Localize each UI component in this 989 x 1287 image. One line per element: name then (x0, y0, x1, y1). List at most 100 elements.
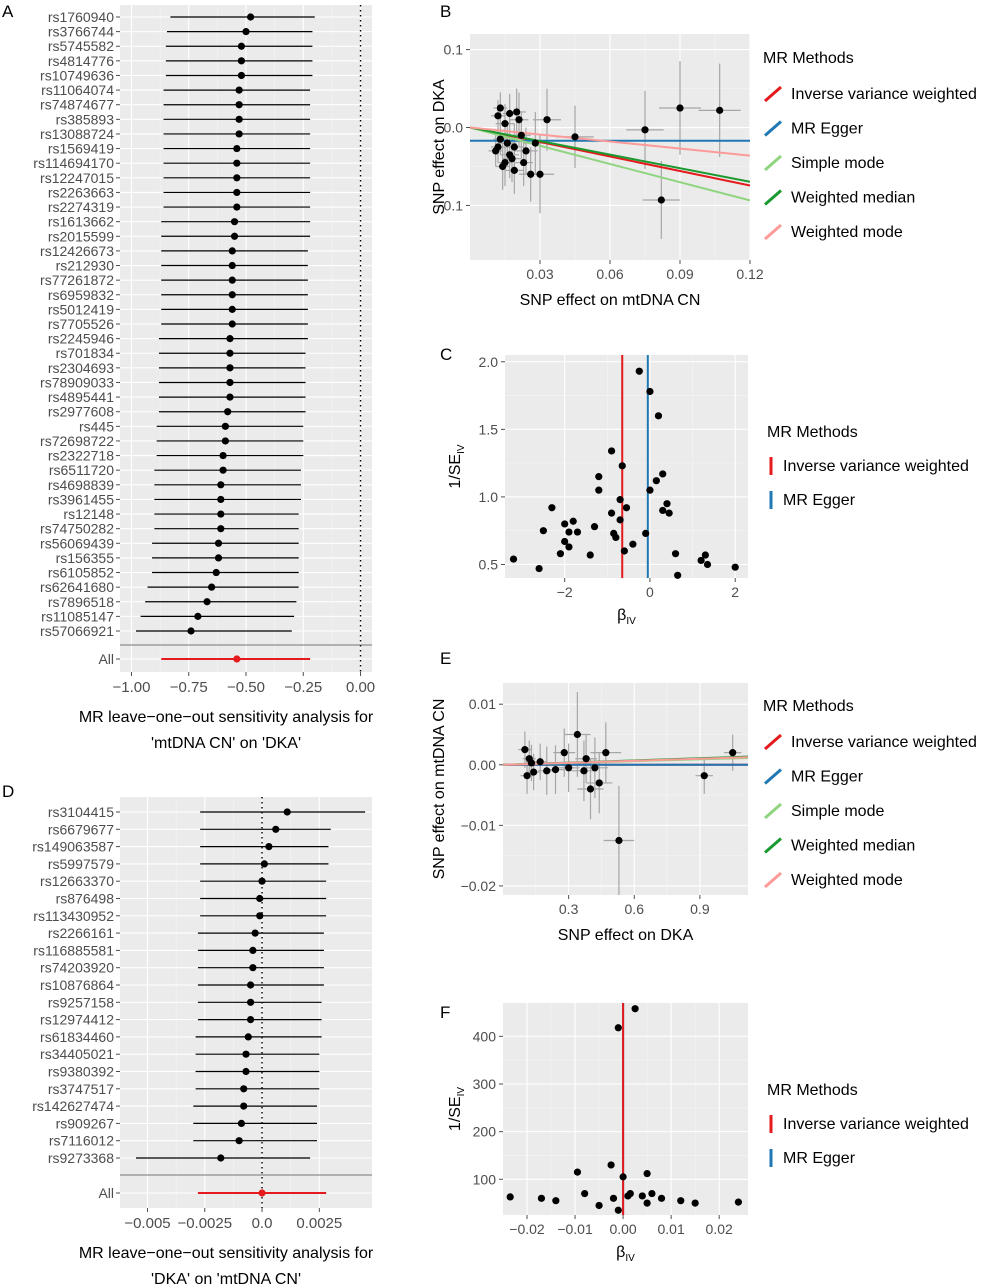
data-point (508, 155, 516, 163)
data-point (573, 730, 581, 739)
point-rs445 (221, 422, 229, 430)
y-tick-label: rs72698722 (40, 433, 114, 449)
y-tick-label: rs6105852 (48, 565, 114, 581)
point-rs9257158 (246, 998, 255, 1006)
legend-label: MR Egger (791, 121, 864, 138)
panel-label: D (2, 782, 14, 801)
data-point (537, 1194, 546, 1202)
x-axis-title: SNP effect on mtDNA CN (520, 292, 701, 309)
point-all (258, 1189, 266, 1197)
data-point (522, 147, 530, 155)
y-tick-label: rs12974412 (40, 1012, 114, 1028)
point-rs11064074 (235, 86, 243, 94)
x-tick-label: −0.01 (557, 1221, 593, 1237)
fit-line-weighted-mode (503, 756, 748, 766)
point-rs77261872 (228, 276, 236, 284)
data-point (565, 764, 573, 772)
data-point (573, 528, 582, 536)
data-point (494, 112, 502, 120)
y-tick-label: rs2977608 (48, 404, 114, 420)
data-point (676, 104, 684, 112)
data-point (691, 1199, 699, 1207)
data-point (527, 170, 535, 178)
y-tick-label: rs385893 (56, 111, 115, 127)
fit-line-weighted-mode (470, 126, 750, 157)
y-tick-label: rs113430952 (33, 908, 114, 924)
plot-background-E (503, 683, 748, 895)
y-axis-title: 1/SEIV (447, 444, 467, 488)
fit-line-weighted-median (470, 126, 750, 183)
panel-label: B (440, 2, 451, 21)
y-tick-label: 1.5 (479, 421, 499, 437)
y-tick-label: −0.02 (461, 878, 497, 894)
x-tick-label: 0.0 (252, 1215, 273, 1232)
point-rs74203920 (249, 964, 257, 972)
point-rs7705526 (228, 320, 236, 328)
data-point (510, 143, 518, 151)
legend-key-inverse-variance-weighted (764, 85, 782, 103)
data-point (716, 106, 724, 114)
y-tick-label: rs876498 (56, 891, 115, 907)
x-tick-label: −0.005 (124, 1215, 170, 1232)
y-tick-label: rs2274319 (48, 199, 114, 215)
y-tick-label: rs445 (79, 418, 114, 434)
panel-label: F (440, 1003, 450, 1022)
y-tick-label: rs5012419 (48, 301, 114, 317)
data-point (638, 1192, 646, 1200)
point-rs3104415 (283, 808, 291, 816)
data-point (539, 527, 547, 535)
point-rs6679677 (272, 825, 280, 833)
point-rs56069439 (214, 539, 223, 547)
y-tick-label: rs4895441 (48, 389, 114, 405)
point-rs1569419 (233, 144, 241, 153)
data-point (543, 767, 551, 775)
y-tick-label: 0.0 (444, 120, 464, 136)
point-rs12974412 (246, 1016, 255, 1024)
y-tick-label: 0.00 (469, 757, 496, 773)
y-tick-label: 0.01 (469, 696, 496, 712)
y-tick-label: rs5997579 (48, 856, 114, 872)
x-tick-label: 0.01 (658, 1221, 685, 1237)
point-rs5745582 (237, 42, 246, 50)
x-tick-label: −0.50 (227, 679, 265, 696)
point-rs10876864 (246, 981, 255, 989)
y-tick-label: rs13088724 (40, 126, 114, 142)
data-point (521, 746, 529, 754)
plot-area-E (503, 692, 748, 895)
point-rs4814776 (237, 57, 246, 65)
point-rs34405021 (242, 1050, 250, 1058)
point-rs74750282 (217, 525, 225, 533)
data-point (595, 779, 603, 787)
y-tick-label: rs116885581 (33, 942, 114, 958)
data-point (734, 1198, 742, 1206)
y-tick-label: rs9380392 (48, 1064, 114, 1080)
legend-key-mr-egger (764, 120, 782, 137)
y-tick-label: rs6511720 (49, 462, 114, 478)
point-rs2304693 (226, 364, 234, 372)
data-point (595, 486, 603, 494)
point-rs142627474 (240, 1102, 248, 1110)
point-rs149063587 (265, 843, 273, 851)
data-point (671, 550, 680, 558)
data-point (677, 1197, 685, 1205)
point-rs5012419 (228, 305, 236, 313)
point-rs72698722 (221, 437, 229, 445)
legend-title: MR Methods (767, 424, 858, 441)
y-tick-label: rs12148 (63, 506, 114, 522)
y-tick-label: 2.0 (479, 354, 499, 370)
data-point (517, 131, 525, 139)
data-point (586, 785, 595, 793)
y-tick-label: rs4698839 (48, 477, 114, 493)
y-tick-label: 0.5 (479, 556, 499, 572)
data-point (612, 533, 620, 542)
x-tick-label: 0.3 (559, 901, 579, 917)
point-all (233, 655, 241, 663)
data-point (609, 1194, 618, 1202)
point-rs4895441 (226, 393, 234, 401)
point-rs3747517 (240, 1085, 248, 1093)
y-tick-label: rs3961455 (48, 491, 114, 507)
point-rs61834460 (244, 1033, 252, 1041)
legend-title: MR Methods (763, 698, 854, 715)
data-point (701, 551, 709, 559)
y-tick-label: rs7705526 (48, 316, 114, 332)
